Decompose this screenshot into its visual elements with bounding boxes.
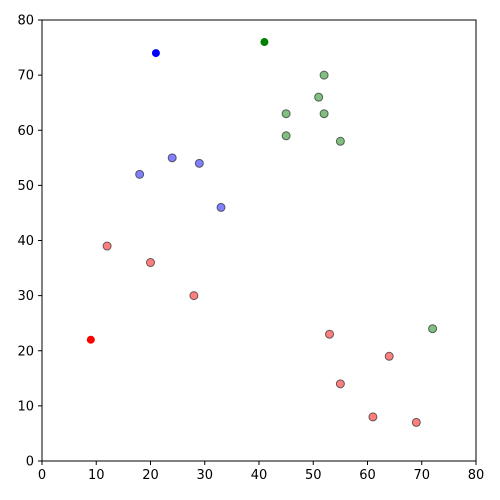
scatter-point-series-2-2 <box>189 291 199 301</box>
x-tick-label-6: 60 <box>359 468 376 483</box>
scatter-point-series-2-7 <box>411 417 421 427</box>
x-tick-label-0: 0 <box>38 468 46 483</box>
x-tick-label-4: 40 <box>251 468 268 483</box>
scatter-point-series-0-0 <box>135 169 145 179</box>
axes-layer: 0 10 20 30 40 50 60 70 80 0 10 20 30 40 50 60 70 80 <box>17 14 484 484</box>
y-tick-label-4: 40 <box>17 234 34 249</box>
y-tick-label-5: 50 <box>17 179 34 194</box>
highlight-point-2 <box>86 335 95 344</box>
scatter-point-series-1-2 <box>314 92 324 102</box>
highlight-point-0 <box>151 49 160 58</box>
highlight-point-1 <box>260 38 269 47</box>
x-tick-label-5: 50 <box>305 468 322 483</box>
y-tick-label-6: 60 <box>17 124 34 139</box>
scatter-point-series-2-6 <box>368 412 378 422</box>
scatter-point-series-1-5 <box>335 136 345 146</box>
scatter-point-series-1-0 <box>281 109 291 119</box>
marks-layer <box>86 38 438 427</box>
scatter-point-series-1-3 <box>319 70 329 80</box>
x-tick-label-2: 20 <box>142 468 159 483</box>
x-tick-label-7: 70 <box>413 468 430 483</box>
scatter-point-series-2-1 <box>146 258 155 268</box>
x-tick-label-3: 30 <box>196 468 213 483</box>
scatter-point-series-0-1 <box>167 153 177 163</box>
x-tick-label-1: 10 <box>88 468 105 483</box>
x-tick-label-8: 80 <box>468 468 485 483</box>
y-tick-label-3: 30 <box>17 289 34 304</box>
scatter-point-series-2-4 <box>384 351 394 361</box>
plot-frame <box>41 19 477 462</box>
scatter-point-series-0-2 <box>194 158 204 168</box>
scatter-point-series-1-1 <box>281 131 291 141</box>
scatter-point-series-1-6 <box>428 324 438 334</box>
y-tick-label-7: 70 <box>17 69 34 84</box>
y-tick-label-1: 10 <box>17 399 34 414</box>
y-tick-label-8: 80 <box>17 14 34 29</box>
scatter-point-series-2-0 <box>102 241 112 251</box>
scatter-point-series-0-3 <box>216 202 226 212</box>
y-tick-label-0: 0 <box>26 455 34 470</box>
scatter-point-series-2-5 <box>335 379 345 389</box>
scatter-point-series-2-3 <box>325 329 335 339</box>
scatter-point-series-1-4 <box>319 109 329 119</box>
y-tick-label-2: 20 <box>17 344 34 359</box>
